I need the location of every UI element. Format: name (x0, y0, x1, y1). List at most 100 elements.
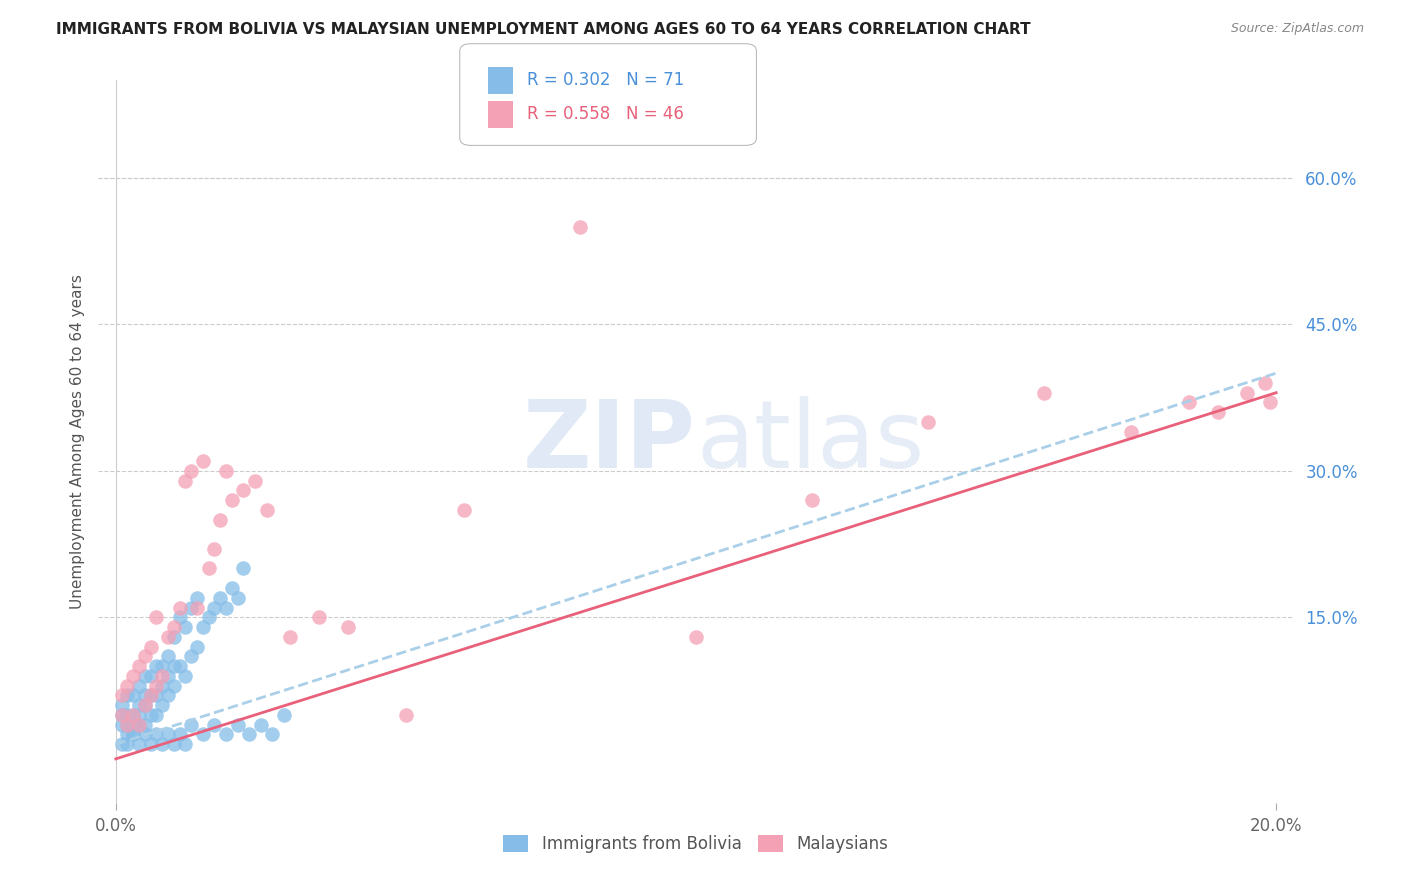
Point (262, 727, 284, 741)
Point (111, 698, 134, 713)
Point (111, 717, 134, 731)
Point (128, 737, 150, 751)
Point (215, 464, 238, 478)
Point (169, 659, 191, 673)
Point (250, 717, 273, 731)
Point (191, 620, 214, 634)
Point (917, 415, 939, 429)
Point (174, 474, 197, 488)
Point (197, 610, 219, 624)
Point (157, 727, 180, 741)
Point (145, 679, 167, 693)
Point (139, 689, 162, 703)
Point (186, 591, 208, 605)
Point (174, 737, 197, 751)
Point (145, 727, 167, 741)
Text: atlas: atlas (696, 395, 924, 488)
Text: ZIP: ZIP (523, 395, 696, 488)
Point (204, 717, 226, 731)
Point (150, 679, 173, 693)
Point (134, 649, 156, 664)
Point (134, 698, 156, 713)
Point (1206, 405, 1229, 419)
Point (122, 669, 145, 683)
Point (128, 717, 150, 731)
Point (163, 737, 186, 751)
Point (139, 689, 162, 703)
Point (157, 649, 180, 664)
Point (215, 600, 238, 615)
Point (128, 707, 150, 722)
Point (221, 581, 243, 595)
Point (174, 620, 197, 634)
Point (150, 698, 173, 713)
Point (801, 493, 824, 508)
Point (122, 717, 145, 731)
Point (128, 659, 150, 673)
Point (117, 737, 139, 751)
Point (122, 727, 145, 741)
Point (197, 561, 219, 575)
Point (1253, 376, 1275, 390)
Point (1178, 395, 1201, 409)
Point (256, 503, 278, 517)
Point (174, 669, 197, 683)
Point (150, 669, 173, 683)
Point (209, 591, 232, 605)
Point (117, 689, 139, 703)
Point (215, 727, 238, 741)
Point (163, 630, 186, 644)
Y-axis label: Unemployment Among Ages 60 to 64 years: Unemployment Among Ages 60 to 64 years (69, 274, 84, 609)
Point (134, 727, 156, 741)
Point (122, 707, 145, 722)
Point (204, 600, 226, 615)
Point (145, 659, 167, 673)
Point (180, 649, 202, 664)
Point (150, 659, 173, 673)
Point (1033, 385, 1056, 400)
Point (134, 717, 156, 731)
Point (180, 717, 202, 731)
Point (111, 707, 134, 722)
Point (169, 610, 191, 624)
Point (191, 727, 214, 741)
Point (145, 689, 167, 703)
Point (139, 640, 162, 654)
Point (1258, 395, 1281, 409)
Point (169, 727, 191, 741)
Point (122, 689, 145, 703)
Point (273, 707, 295, 722)
Point (278, 630, 301, 644)
Point (139, 707, 162, 722)
Point (163, 679, 186, 693)
Point (204, 541, 226, 556)
Point (186, 640, 208, 654)
Point (191, 454, 214, 468)
Point (117, 717, 139, 731)
Point (128, 679, 150, 693)
Text: Source: ZipAtlas.com: Source: ZipAtlas.com (1230, 22, 1364, 36)
Point (163, 620, 186, 634)
Text: R = 0.558   N = 46: R = 0.558 N = 46 (527, 105, 685, 123)
Point (111, 689, 134, 703)
Text: R = 0.302   N = 71: R = 0.302 N = 71 (527, 71, 685, 89)
Point (117, 679, 139, 693)
Point (685, 630, 707, 644)
Point (128, 698, 150, 713)
Point (226, 717, 249, 731)
Point (122, 707, 145, 722)
Point (308, 610, 330, 624)
Point (145, 610, 167, 624)
Point (180, 464, 202, 478)
Point (238, 727, 260, 741)
Point (243, 474, 266, 488)
Point (134, 698, 156, 713)
Point (139, 737, 162, 751)
Point (395, 707, 418, 722)
Point (157, 689, 180, 703)
Point (122, 727, 145, 741)
Point (221, 493, 243, 508)
Point (145, 707, 167, 722)
Point (150, 737, 173, 751)
Point (134, 689, 156, 703)
